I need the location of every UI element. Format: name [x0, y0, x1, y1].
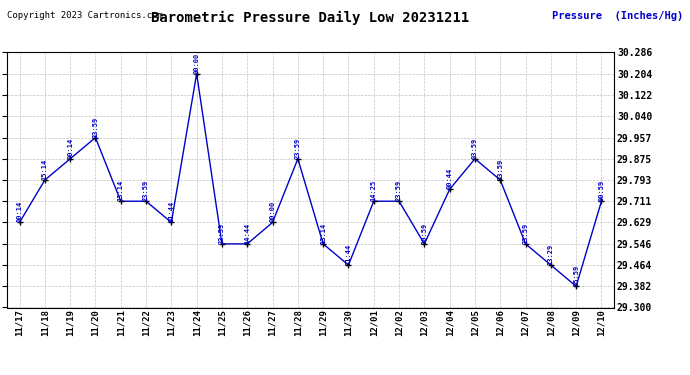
Text: 13:14: 13:14 [118, 180, 124, 201]
Text: Barometric Pressure Daily Low 20231211: Barometric Pressure Daily Low 20231211 [151, 11, 470, 26]
Text: 23:59: 23:59 [219, 223, 225, 244]
Text: 00:14: 00:14 [67, 138, 73, 159]
Text: 00:00: 00:00 [270, 201, 275, 222]
Text: 00:00: 00:00 [194, 53, 199, 74]
Text: 14:44: 14:44 [244, 223, 250, 244]
Text: 23:59: 23:59 [295, 138, 301, 159]
Text: 13:14: 13:14 [320, 223, 326, 244]
Text: 11:44: 11:44 [346, 244, 351, 265]
Text: 23:59: 23:59 [497, 159, 503, 180]
Text: 01:44: 01:44 [168, 201, 175, 222]
Text: 00:44: 00:44 [446, 168, 453, 189]
Text: 00:14: 00:14 [17, 201, 23, 222]
Text: 15:14: 15:14 [42, 159, 48, 180]
Text: 23:59: 23:59 [396, 180, 402, 201]
Text: 03:59: 03:59 [472, 138, 478, 159]
Text: 14:25: 14:25 [371, 180, 377, 201]
Text: 23:59: 23:59 [143, 180, 149, 201]
Text: Pressure  (Inches/Hg): Pressure (Inches/Hg) [552, 11, 683, 21]
Text: 00:59: 00:59 [598, 180, 604, 201]
Text: 10:59: 10:59 [422, 223, 427, 244]
Text: 23:59: 23:59 [92, 116, 99, 138]
Text: 13:29: 13:29 [548, 244, 554, 265]
Text: 05:59: 05:59 [573, 265, 579, 286]
Text: Copyright 2023 Cartronics.com: Copyright 2023 Cartronics.com [7, 11, 163, 20]
Text: 23:59: 23:59 [522, 223, 529, 244]
